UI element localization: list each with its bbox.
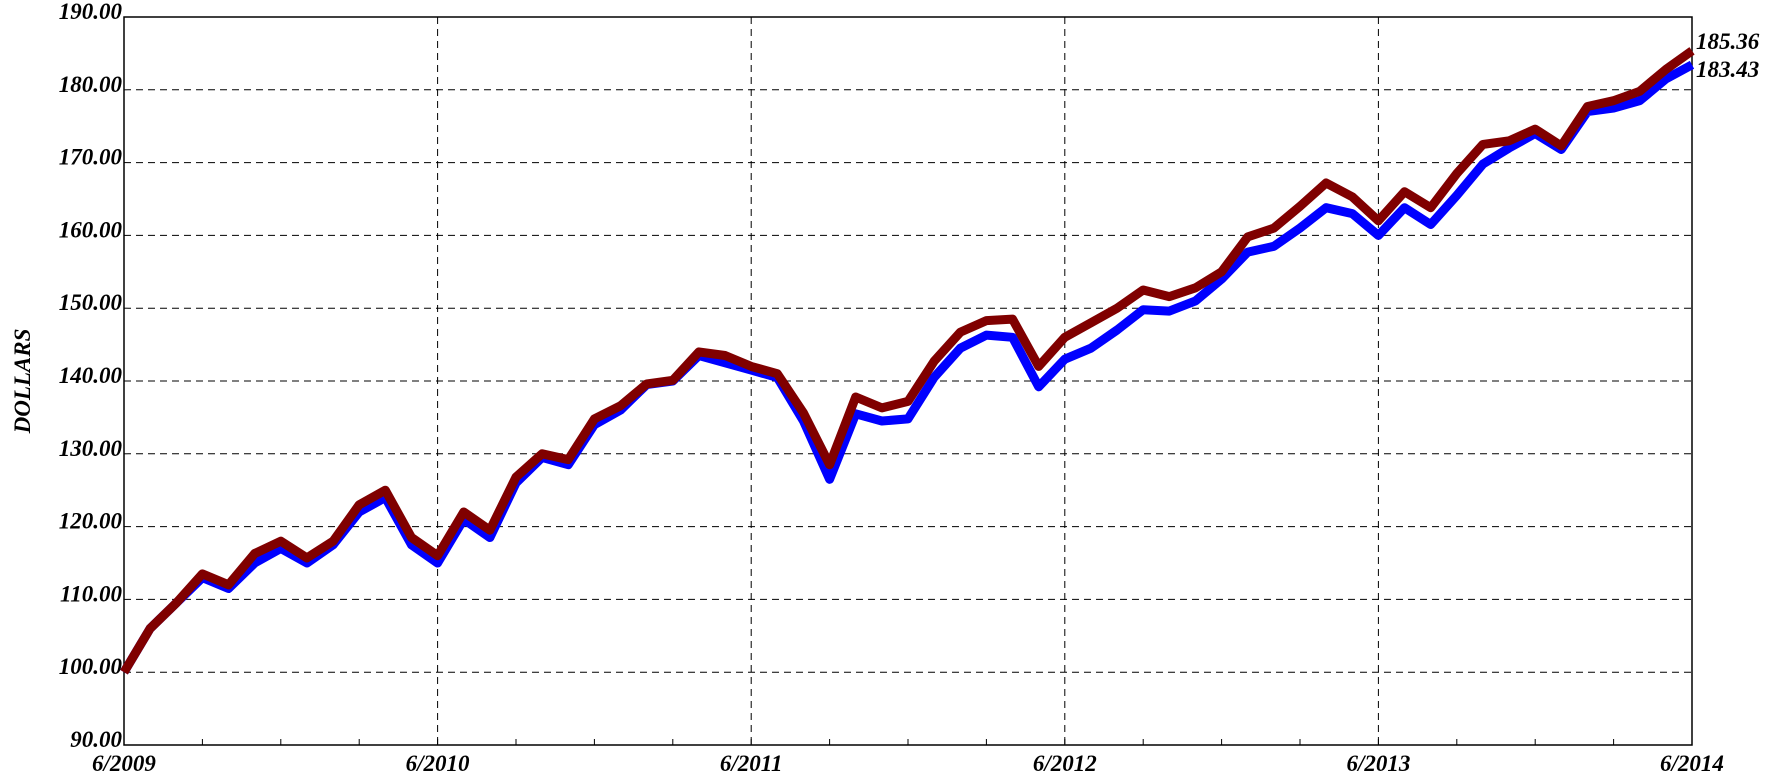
y-tick-label: 110.00 (60, 581, 122, 606)
y-tick-label: 180.00 (59, 72, 123, 97)
x-tick-label: 6/2009 (92, 751, 156, 776)
y-tick-label: 150.00 (59, 290, 123, 315)
x-tick-label: 6/2012 (1033, 751, 1097, 776)
end-value-label: 185.36 (1696, 29, 1760, 54)
y-tick-label: 170.00 (59, 145, 123, 170)
y-tick-label: 130.00 (59, 436, 123, 461)
end-value-label: 183.43 (1696, 57, 1759, 82)
y-tick-label: 90.00 (70, 727, 122, 752)
plot-frame (123, 16, 1693, 746)
x-tick-label: 6/2011 (720, 751, 783, 776)
series-line (120, 47, 1695, 675)
y-axis-label: DOLLARS (10, 329, 35, 435)
y-tick-label: 190.00 (59, 0, 123, 24)
series-line (120, 60, 1695, 675)
y-tick-label: 140.00 (59, 363, 123, 388)
x-tick-label: 6/2010 (406, 751, 470, 776)
x-tick-label: 6/2013 (1346, 751, 1410, 776)
y-tick-label: 160.00 (59, 217, 123, 242)
y-tick-label: 120.00 (59, 509, 123, 534)
x-tick-label: 6/2014 (1660, 751, 1724, 776)
y-tick-label: 100.00 (59, 654, 123, 679)
